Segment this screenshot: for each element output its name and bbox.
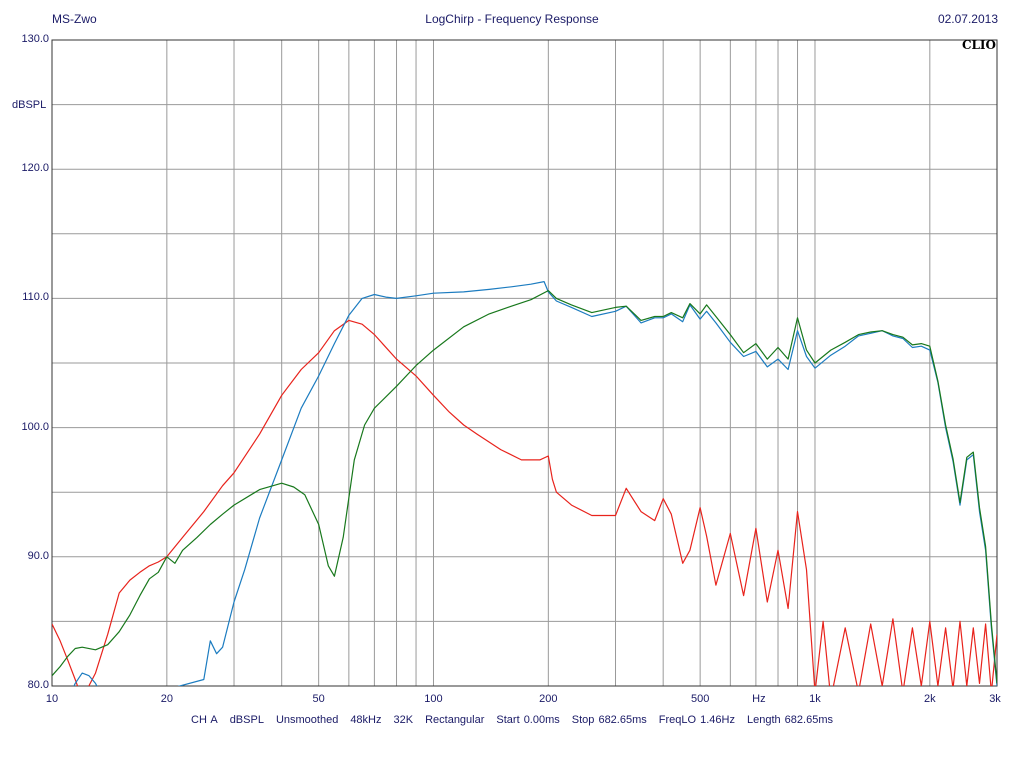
x-tick-label: 3k <box>989 693 1001 705</box>
x-tick-label: 50 <box>312 693 325 705</box>
setting-item: 48kHz <box>350 714 382 726</box>
setting-item: Stop 682.65ms <box>571 714 647 726</box>
setting-item: Rectangular <box>425 714 485 726</box>
x-tick-label: 10 <box>45 693 59 705</box>
y-tick-label: 100.0 <box>21 420 49 433</box>
curves <box>52 281 997 686</box>
measurement-date: 02.07.2013 <box>937 12 998 26</box>
plot-frame <box>51 39 998 687</box>
grid <box>52 40 997 686</box>
y-tick-label: 90.0 <box>27 549 49 562</box>
y-tick-label: 130.0 <box>21 33 49 45</box>
setting-item: Unsmoothed <box>275 714 339 726</box>
setting-item: dBSPL <box>229 714 264 726</box>
measurement-settings: CH A dBSPL Unsmoothed 48kHz 32K Rectangular St… <box>0 714 1024 726</box>
series-line-1 <box>52 319 997 686</box>
y-axis-label: dBSPL <box>12 99 47 111</box>
x-tick-label: 100 <box>424 693 443 705</box>
setting-item: Length 682.65ms <box>746 714 833 726</box>
y-tick-label: 110.0 <box>22 291 49 304</box>
brand-logo: CLIO <box>961 38 996 52</box>
x-tick-label: 20 <box>160 693 173 705</box>
x-tick-label: 1k <box>809 693 821 705</box>
x-tick-label: 200 <box>539 693 558 705</box>
setting-item: Start 0.00ms <box>496 714 560 726</box>
series-line-2 <box>73 281 997 686</box>
measurement-name: MS-Zwo <box>52 12 97 26</box>
x-axis-unit-label: Hz <box>752 693 766 705</box>
x-tick-label: 2k <box>924 693 936 705</box>
y-tick-label: 120.0 <box>21 162 49 175</box>
chart-title: LogChirp - Frequency Response <box>425 12 599 26</box>
x-tick-label: 500 <box>690 693 710 705</box>
series-line-3 <box>52 290 997 684</box>
setting-item: 32K <box>393 714 414 726</box>
setting-item: FreqLO 1.46Hz <box>658 714 735 726</box>
y-tick-label: 80.0 <box>27 679 49 691</box>
setting-item: CH A <box>191 714 218 726</box>
